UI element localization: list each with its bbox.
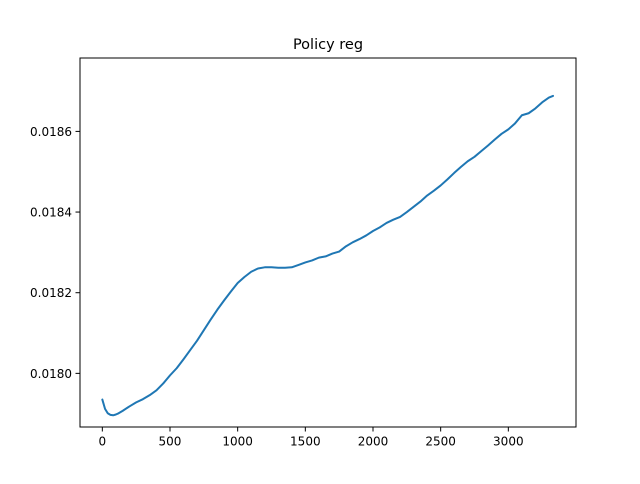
- chart-title: Policy reg: [293, 37, 363, 53]
- series-line: [101, 94, 554, 417]
- axes-frame: [79, 57, 577, 428]
- y-tick-label: 0.0180: [30, 367, 72, 381]
- x-tick-label: 500: [159, 435, 182, 449]
- x-tick-label: 2500: [425, 435, 456, 449]
- x-tick-label: 0: [99, 435, 107, 449]
- y-tick-label: 0.0182: [30, 286, 72, 300]
- x-tick-label: 1500: [290, 435, 321, 449]
- x-tick-label: 2000: [358, 435, 389, 449]
- x-tick-label: 1000: [222, 435, 253, 449]
- x-tick-label: 3000: [493, 435, 524, 449]
- y-tick-label: 0.0186: [30, 125, 72, 139]
- plot-area: [101, 94, 554, 417]
- x-axis: 0 500 1000 1500 2000 2500 3000: [99, 427, 524, 449]
- y-axis: 0.0180 0.0182 0.0184 0.0186: [30, 125, 80, 381]
- y-tick-label: 0.0184: [30, 206, 72, 220]
